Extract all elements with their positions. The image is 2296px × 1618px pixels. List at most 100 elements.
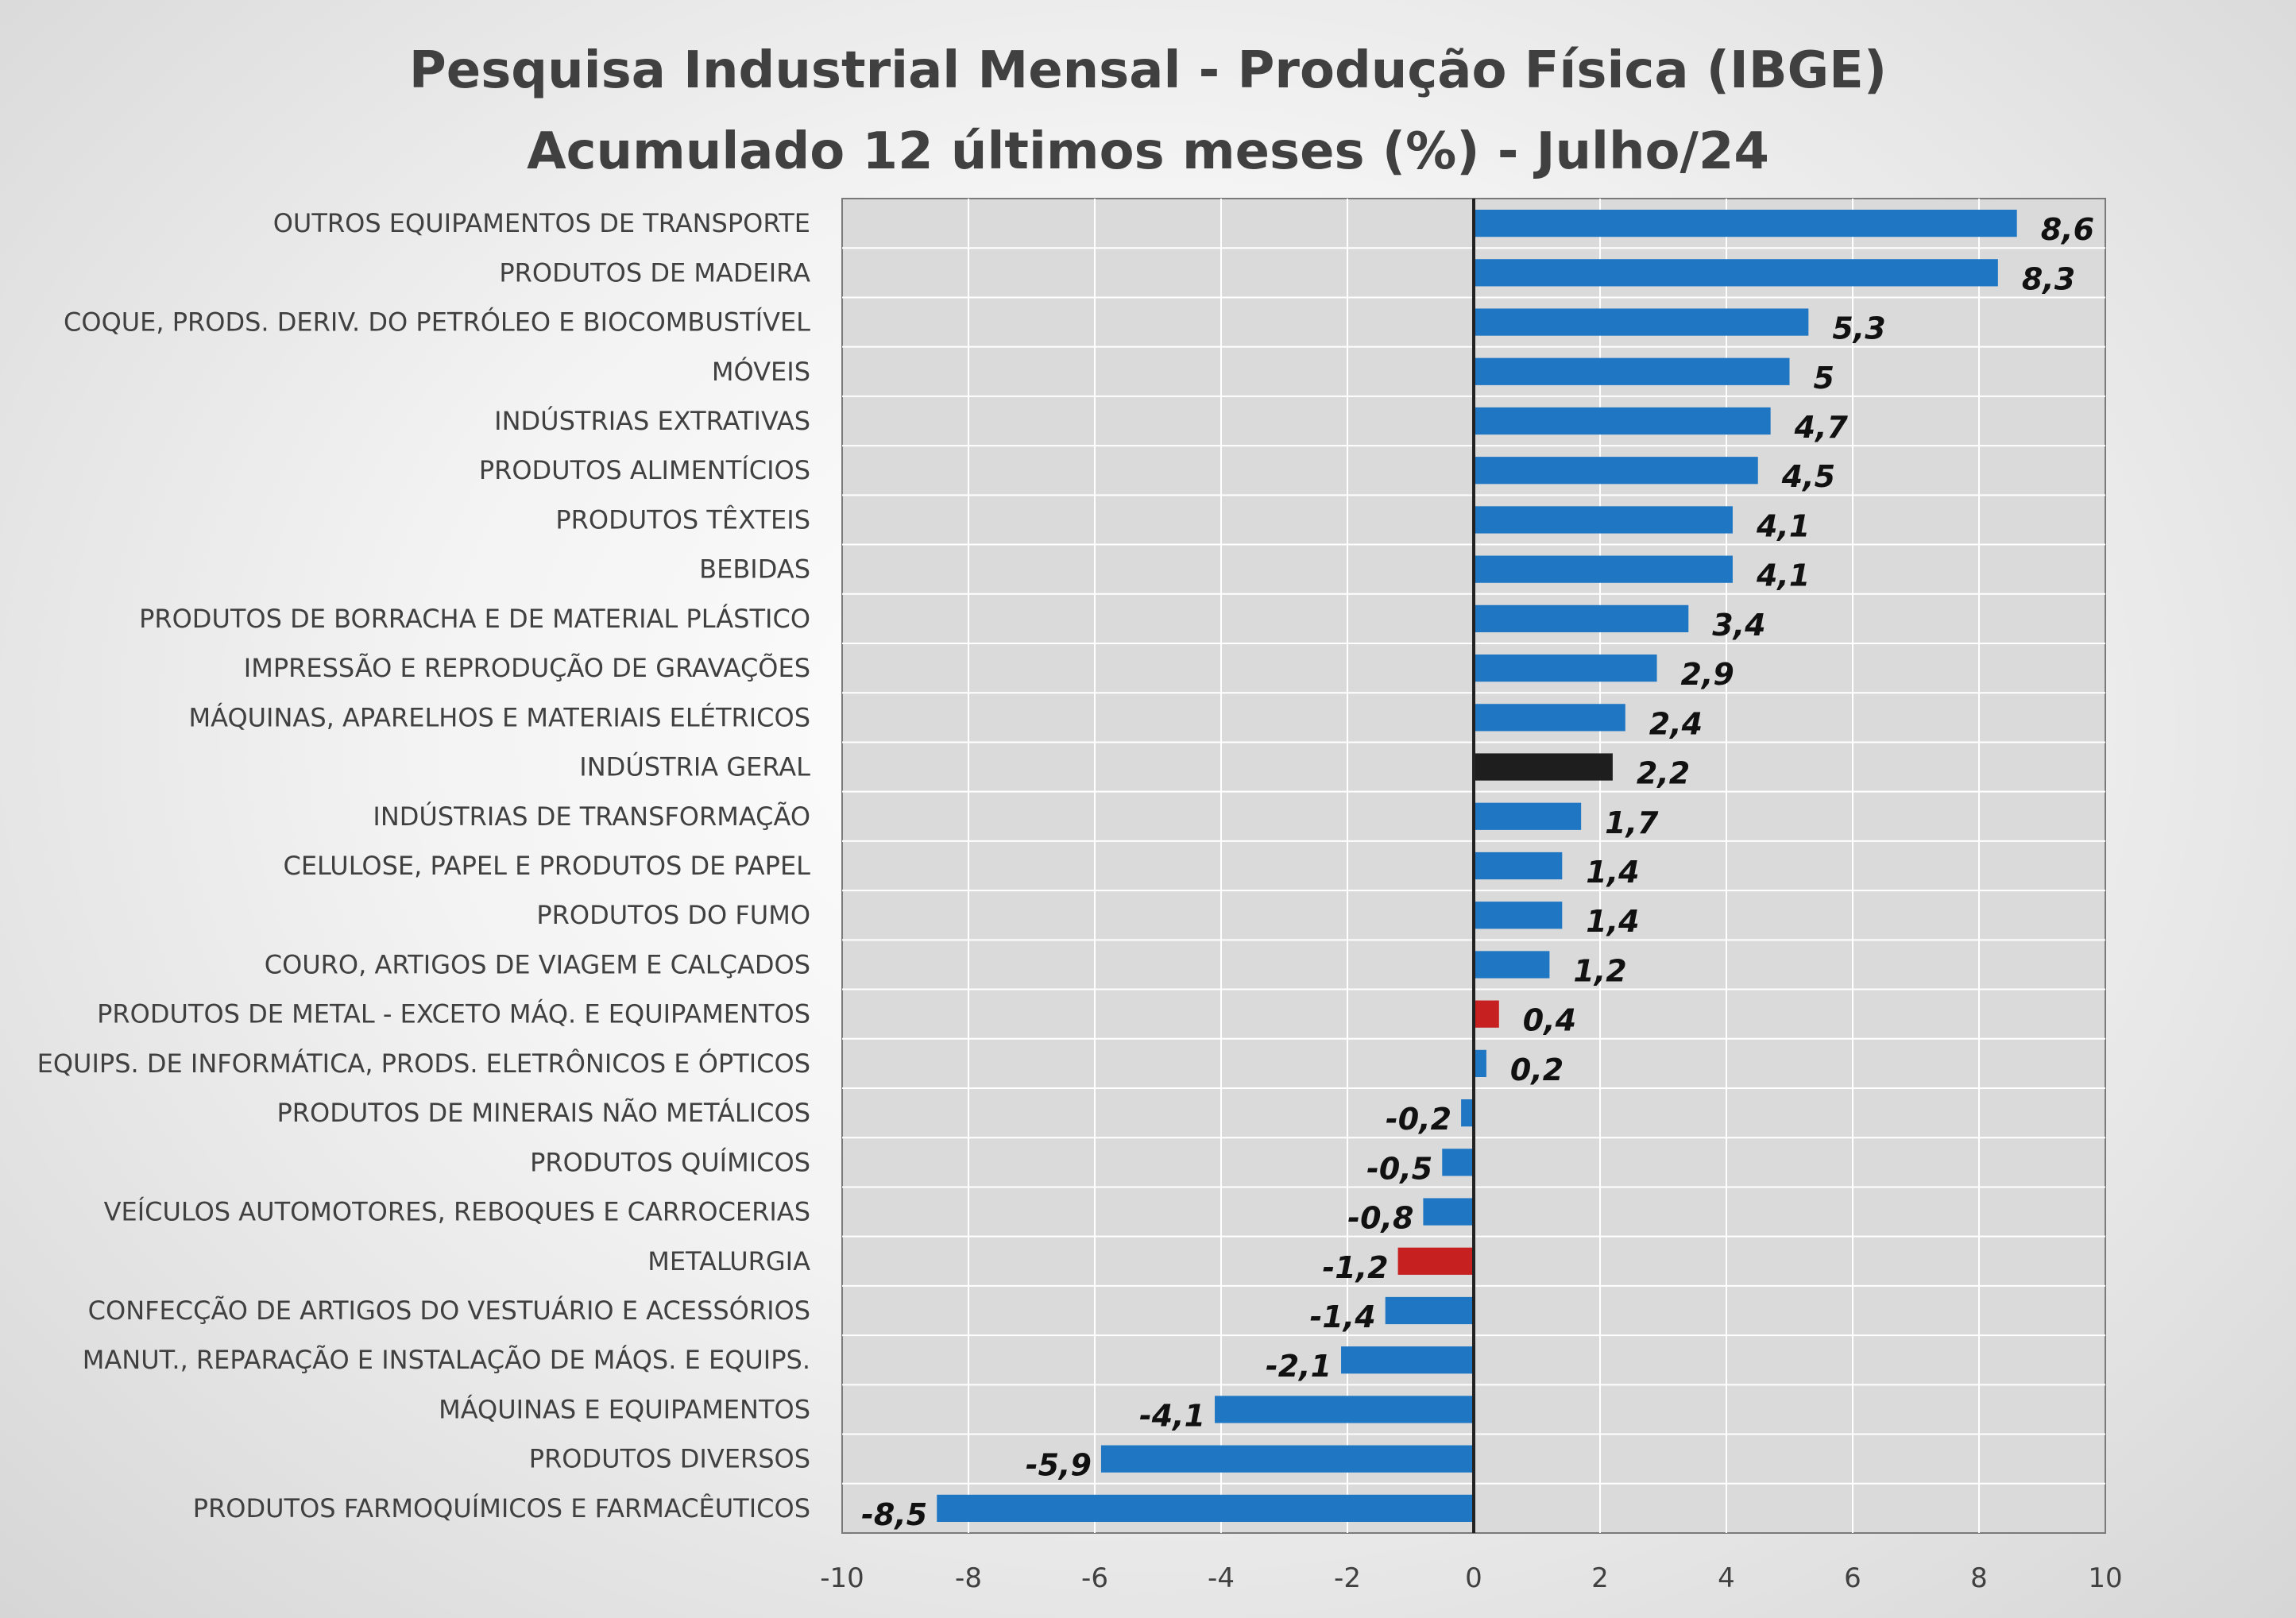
- x-tick-label: -2: [1334, 1562, 1361, 1594]
- x-tick-label: -8: [955, 1562, 982, 1594]
- data-label: 2,4: [1649, 706, 1703, 741]
- category-label: PRODUTOS TÊXTEIS: [555, 504, 810, 535]
- bar: [1474, 1000, 1499, 1028]
- data-label: 4,1: [1756, 508, 1810, 543]
- category-label: EQUIPS. DE INFORMÁTICA, PRODS. ELETRÔNIC…: [37, 1048, 810, 1079]
- data-label: 1,4: [1586, 904, 1639, 939]
- data-label: -1,4: [1310, 1299, 1376, 1334]
- data-label: 2,9: [1681, 657, 1734, 692]
- data-label: 5,3: [1832, 311, 1885, 346]
- category-label: MÁQUINAS E EQUIPAMENTOS: [439, 1394, 810, 1424]
- bar: [1423, 1198, 1474, 1226]
- bar: [1474, 753, 1613, 781]
- category-label: INDÚSTRIAS EXTRATIVAS: [494, 405, 810, 436]
- bar: [1474, 1049, 1486, 1077]
- data-label: 0,4: [1523, 1003, 1576, 1038]
- bar: [1474, 951, 1550, 979]
- data-label: 4,1: [1756, 558, 1810, 593]
- category-label: BEBIDAS: [699, 554, 810, 585]
- category-label: OUTROS EQUIPAMENTOS DE TRANSPORTE: [273, 208, 810, 238]
- bar: [1397, 1247, 1474, 1275]
- category-label: METALURGIA: [647, 1246, 810, 1276]
- bar: [1474, 506, 1733, 534]
- bar: [1474, 357, 1790, 385]
- data-label: 8,3: [2022, 261, 2075, 296]
- data-label: 1,2: [1573, 953, 1626, 988]
- category-label: MÁQUINAS, APARELHOS E MATERIAIS ELÉTRICO…: [189, 702, 811, 732]
- bar: [1461, 1099, 1474, 1127]
- category-label: PRODUTOS DE BORRACHA E DE MATERIAL PLÁST…: [139, 604, 810, 634]
- category-label: MÓVEIS: [712, 356, 810, 387]
- bars: [937, 210, 2017, 1522]
- chart-title-line-2: Acumulado 12 últimos meses (%) - Julho/2…: [527, 122, 1769, 181]
- bar: [937, 1494, 1474, 1522]
- bar: [1474, 902, 1563, 929]
- category-label: PRODUTOS DIVERSOS: [529, 1444, 810, 1474]
- category-label: CONFECÇÃO DE ARTIGOS DO VESTUÁRIO E ACES…: [88, 1295, 810, 1326]
- category-labels: OUTROS EQUIPAMENTOS DE TRANSPORTE PRODUTO…: [37, 208, 811, 1523]
- bar: [1215, 1396, 1474, 1423]
- x-tick-label: 8: [1970, 1562, 1988, 1594]
- x-tick-label: 6: [1844, 1562, 1861, 1594]
- data-label: 4,7: [1794, 410, 1849, 445]
- category-label: PRODUTOS DE METAL - EXCETO MÁQ. E EQUIPA…: [97, 999, 810, 1029]
- category-label: PRODUTOS ALIMENTÍCIOS: [479, 455, 810, 485]
- data-label: 1,7: [1605, 805, 1659, 840]
- data-label: -8,5: [861, 1497, 927, 1532]
- bar: [1474, 555, 1733, 583]
- bar: [1100, 1445, 1474, 1473]
- data-label: 1,4: [1586, 855, 1639, 890]
- bar: [1474, 704, 1625, 732]
- category-label: PRODUTOS DO FUMO: [536, 900, 810, 930]
- data-label: -0,5: [1366, 1151, 1432, 1186]
- chart-title-line-1: Pesquisa Industrial Mensal - Produção Fí…: [409, 41, 1887, 100]
- x-tick-label: 2: [1591, 1562, 1609, 1594]
- data-label: 4,5: [1781, 459, 1835, 494]
- data-label: -0,8: [1347, 1201, 1413, 1236]
- category-label: COQUE, PRODS. DERIV. DO PETRÓLEO E BIOCO…: [64, 307, 810, 338]
- category-label: INDÚSTRIAS DE TRANSFORMAÇÃO: [373, 801, 810, 832]
- x-tick-label: 0: [1465, 1562, 1482, 1594]
- bar: [1474, 259, 1998, 287]
- category-label: INDÚSTRIA GERAL: [579, 751, 810, 782]
- data-label: 8,6: [2041, 212, 2094, 247]
- bar: [1474, 407, 1771, 435]
- data-label: -0,2: [1386, 1102, 1451, 1137]
- data-label: 3,4: [1712, 608, 1765, 643]
- x-tick-label: -4: [1208, 1562, 1235, 1594]
- bar: [1474, 802, 1582, 830]
- category-label: PRODUTOS DE MINERAIS NÃO METÁLICOS: [277, 1098, 811, 1128]
- data-label: -5,9: [1026, 1448, 1092, 1483]
- x-tick-label: -10: [820, 1562, 864, 1594]
- data-label: 5: [1814, 361, 1834, 396]
- bar: [1442, 1149, 1474, 1176]
- bar: [1341, 1346, 1474, 1374]
- bar: [1474, 210, 2017, 237]
- category-label: COURO, ARTIGOS DE VIAGEM E CALÇADOS: [265, 949, 810, 979]
- bar: [1474, 308, 1809, 336]
- bar: [1474, 655, 1657, 682]
- category-label: PRODUTOS FARMOQUÍMICOS E FARMACÊUTICOS: [193, 1493, 810, 1523]
- category-label: MANUT., REPARAÇÃO E INSTALAÇÃO DE MÁQS. …: [83, 1345, 810, 1375]
- bar: [1474, 604, 1689, 632]
- data-label: -2,1: [1266, 1349, 1332, 1384]
- category-label: CELULOSE, PAPEL E PRODUTOS DE PAPEL: [283, 851, 810, 881]
- x-tick-label: 4: [1718, 1562, 1735, 1594]
- x-tick-label: -6: [1081, 1562, 1108, 1594]
- data-label: 0,2: [1510, 1052, 1564, 1087]
- bar: [1474, 457, 1758, 485]
- category-label: PRODUTOS QUÍMICOS: [530, 1147, 810, 1177]
- x-tick-label: 10: [2088, 1562, 2122, 1594]
- x-axis-ticks: -10 -8 -6 -4 -2 0 2 4 6 8 10: [820, 1562, 2122, 1594]
- data-labels: 8,6 8,3 5,3 5 4,7 4,5 4,1 4,1 3,4 2,9 2,4 2,2 1,7 1,4…: [861, 212, 2094, 1532]
- category-label: IMPRESSÃO E REPRODUÇÃO DE GRAVAÇÕES: [244, 653, 810, 683]
- category-label: PRODUTOS DE MADEIRA: [499, 257, 810, 288]
- bar: [1474, 851, 1563, 880]
- data-label: 2,2: [1637, 756, 1690, 791]
- data-label: -4,1: [1139, 1398, 1205, 1433]
- data-label: -1,2: [1323, 1250, 1389, 1285]
- category-label: VEÍCULOS AUTOMOTORES, REBOQUES E CARROCE…: [104, 1197, 810, 1227]
- bar: [1385, 1296, 1474, 1325]
